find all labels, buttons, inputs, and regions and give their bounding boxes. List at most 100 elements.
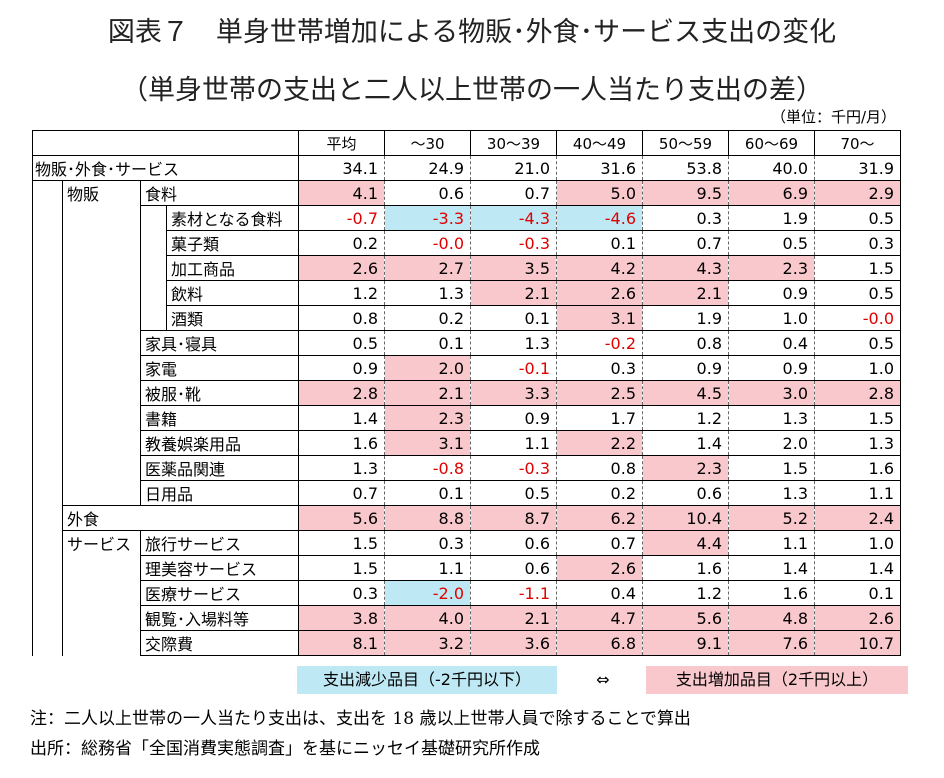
value-cell: 3.1 [556, 305, 643, 331]
value-cell: 0.4 [728, 330, 815, 356]
value-cell: -0.0 [814, 305, 901, 331]
column-header: 60～69 [728, 130, 815, 156]
value-cell: 1.2 [298, 280, 385, 306]
column-header: ～30 [384, 130, 471, 156]
group-label [62, 380, 141, 406]
value-cell: 3.8 [298, 605, 385, 631]
value-cell: 3.5 [470, 255, 557, 281]
table-row: 加工商品 2.6 2.7 3.5 4.2 4.3 2.3 1.5 [32, 255, 901, 281]
row-label: 酒類 [166, 305, 299, 331]
value-cell: 0.2 [384, 305, 471, 331]
value-cell: -0.1 [470, 355, 557, 381]
value-cell: 0.8 [298, 305, 385, 331]
value-cell: 0.1 [384, 480, 471, 506]
value-cell: 34.1 [298, 155, 385, 181]
value-cell: 0.7 [470, 180, 557, 206]
group-label [62, 455, 141, 481]
value-cell: 53.8 [642, 155, 729, 181]
column-header: 70～ [814, 130, 901, 156]
row-label: 書籍 [140, 405, 299, 431]
row-label: 教養娯楽用品 [140, 430, 299, 456]
table-row: 書籍 1.4 2.3 0.9 1.7 1.2 1.3 1.5 [32, 405, 901, 431]
indent-cell [32, 455, 63, 481]
value-cell: 2.2 [556, 430, 643, 456]
value-cell: 2.6 [556, 555, 643, 581]
value-cell: 1.2 [642, 580, 729, 606]
value-cell: 4.2 [556, 255, 643, 281]
table-row: 日用品 0.7 0.1 0.5 0.2 0.6 1.3 1.1 [32, 480, 901, 506]
value-cell: -0.7 [298, 205, 385, 231]
value-cell: 0.3 [556, 355, 643, 381]
value-cell: 2.3 [384, 405, 471, 431]
value-cell: -0.3 [470, 230, 557, 256]
table-row: 物販 食料 4.1 0.6 0.7 5.0 9.5 6.9 2.9 [32, 180, 901, 206]
row-label: 素材となる食料 [166, 205, 299, 231]
group-label [62, 605, 141, 631]
group-label [62, 405, 141, 431]
table-row: サービス 旅行サービス 1.5 0.3 0.6 0.7 4.4 1.1 1.0 [32, 530, 901, 556]
row-label: 旅行サービス [140, 530, 299, 556]
value-cell: 2.3 [642, 455, 729, 481]
indent-cell [140, 280, 167, 306]
value-cell: -4.3 [470, 205, 557, 231]
value-cell: 1.3 [728, 480, 815, 506]
value-cell: 1.3 [298, 455, 385, 481]
header-corner [32, 130, 299, 156]
value-cell: 0.1 [556, 230, 643, 256]
value-cell: 40.0 [728, 155, 815, 181]
value-cell: 2.5 [556, 380, 643, 406]
value-cell: 1.2 [642, 405, 729, 431]
value-cell: 3.2 [384, 630, 471, 656]
indent-cell [32, 430, 63, 456]
indent-cell [32, 305, 63, 331]
value-cell: 2.4 [814, 505, 901, 531]
value-cell: 0.1 [384, 330, 471, 356]
row-label: 理美容サービス [140, 555, 299, 581]
value-cell: 6.8 [556, 630, 643, 656]
value-cell: 2.1 [470, 605, 557, 631]
indent-cell [32, 580, 63, 606]
legend-arrow-icon: ⇔ [596, 670, 610, 689]
table-row: 飲料 1.2 1.3 2.1 2.6 2.1 0.9 0.5 [32, 280, 901, 306]
value-cell: 4.8 [728, 605, 815, 631]
indent-cell [32, 480, 63, 506]
value-cell: -4.6 [556, 205, 643, 231]
value-cell: 0.3 [814, 230, 901, 256]
value-cell: 2.0 [728, 430, 815, 456]
value-cell: 9.1 [642, 630, 729, 656]
row-label: 菓子類 [166, 230, 299, 256]
value-cell: 0.5 [814, 330, 901, 356]
value-cell: 0.9 [728, 355, 815, 381]
value-cell: 1.4 [728, 555, 815, 581]
group-label [62, 205, 141, 231]
value-cell: 1.5 [814, 255, 901, 281]
value-cell: 0.5 [814, 205, 901, 231]
header-row: 平均 ～30 30～39 40～49 50～59 60～69 70～ [32, 130, 901, 156]
value-cell: 0.9 [642, 355, 729, 381]
value-cell: 0.6 [384, 180, 471, 206]
value-cell: 0.8 [556, 455, 643, 481]
value-cell: 1.5 [298, 555, 385, 581]
value-cell: 0.1 [814, 580, 901, 606]
value-cell: 1.6 [728, 580, 815, 606]
indent-cell [32, 230, 63, 256]
value-cell: 2.1 [384, 380, 471, 406]
value-cell: 2.8 [298, 380, 385, 406]
indent-cell [32, 355, 63, 381]
group-label: サービス [62, 530, 141, 556]
table-row: 交際費 8.1 3.2 3.6 6.8 9.1 7.6 10.7 [32, 630, 901, 656]
value-cell: 0.2 [298, 230, 385, 256]
value-cell: 1.4 [642, 430, 729, 456]
value-cell: 1.1 [470, 430, 557, 456]
indent-cell [140, 255, 167, 281]
value-cell: 3.3 [470, 380, 557, 406]
indent-cell [32, 405, 63, 431]
table-row: 教養娯楽用品 1.6 3.1 1.1 2.2 1.4 2.0 1.3 [32, 430, 901, 456]
value-cell: 0.5 [470, 480, 557, 506]
value-cell: 2.1 [642, 280, 729, 306]
value-cell: -1.1 [470, 580, 557, 606]
value-cell: -0.0 [384, 230, 471, 256]
value-cell: 10.4 [642, 505, 729, 531]
expenditure-table: 平均 ～30 30～39 40～49 50～59 60～69 70～ 物販･外食･サービス 34… [32, 130, 901, 656]
table-row: 外食 5.6 8.8 8.7 6.2 10.4 5.2 2.4 [32, 505, 901, 531]
